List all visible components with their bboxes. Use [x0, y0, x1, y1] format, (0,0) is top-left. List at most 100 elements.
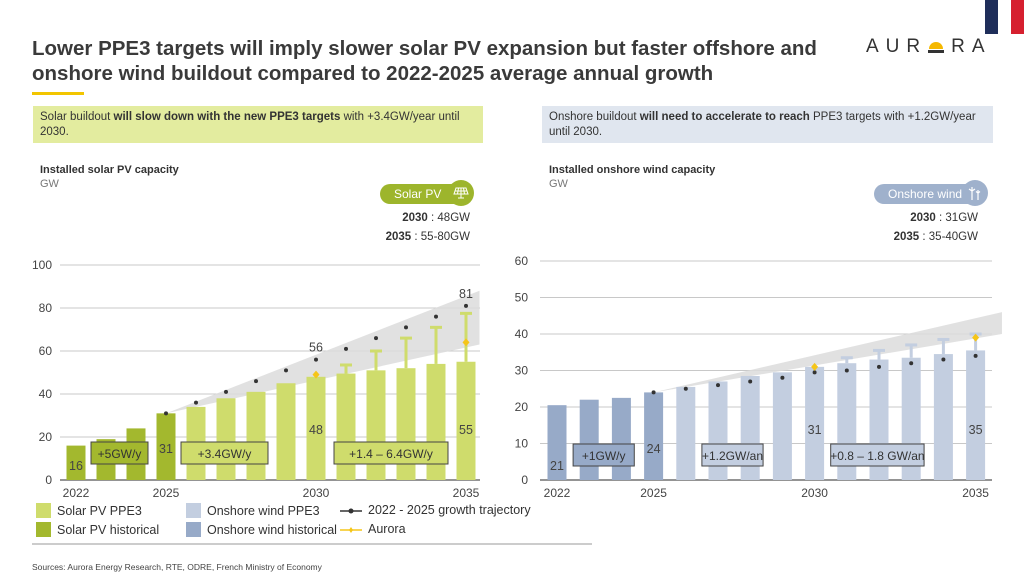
legend-swatch: [36, 522, 51, 537]
bar-ppe3-2026: [676, 386, 696, 480]
growth-box: [180, 441, 269, 465]
bar-historical-2025: [156, 413, 176, 480]
bar-ppe3-2028: [246, 391, 266, 480]
target-value: : 35-40GW: [919, 231, 978, 243]
growth-box-label: +0.8 – 1.8 GW/an: [830, 449, 924, 463]
growth-box: [830, 443, 925, 467]
trajectory-point-2034: [434, 314, 438, 319]
target-value: : 48GW: [427, 212, 470, 224]
x-tick-label: 2035: [962, 486, 989, 500]
target-year: 2030: [402, 212, 428, 224]
callout-text: PPE3 targets with +1.2GW/year until 2030…: [549, 111, 976, 138]
callout-bold-text: will slow down with the new PPE3 targets: [113, 111, 341, 123]
solar-target-2035: 2035 : 55-80GW: [330, 231, 470, 243]
x-tick-label: 2035: [453, 486, 480, 500]
legend: Solar PV PPE3 Solar PV historical Onshor…: [32, 501, 592, 545]
y-tick-label: 60: [515, 254, 529, 268]
bar-historical-2025: [644, 392, 664, 480]
legend-swatch: [186, 503, 201, 518]
target-value: : 31GW: [935, 212, 978, 224]
sources-footnote: Sources: Aurora Energy Research, RTE, OD…: [32, 562, 322, 572]
trajectory-point-2029: [284, 368, 288, 373]
y-tick-label: 20: [39, 430, 53, 444]
bar-ppe3-2029: [772, 372, 792, 480]
trajectory-point-2034: [941, 357, 946, 362]
solar-panel-icon: [448, 180, 474, 206]
trajectory-point-2029: [780, 375, 785, 380]
callout-text: with +3.4GW/year until 2030.: [40, 111, 460, 138]
callout-text: Onshore buildout: [549, 111, 640, 123]
legend-item-solar-ppe3: Solar PV PPE3: [36, 503, 142, 518]
aurora-point-2035: [462, 338, 470, 347]
growth-box: [572, 443, 635, 467]
bar-historical-2022: [547, 405, 567, 480]
y-tick-label: 50: [515, 291, 529, 305]
callout-text: Solar buildout: [40, 111, 114, 123]
trajectory-point-2028: [254, 379, 258, 384]
legend-label: Onshore wind PPE3: [207, 503, 320, 518]
bar-historical-2023: [579, 399, 599, 480]
wind-callout: Onshore buildout will need to accelerate…: [542, 106, 993, 143]
pill-label: Onshore wind: [888, 187, 963, 201]
trajectory-point-2030: [314, 357, 318, 362]
target-value: : 55-80GW: [411, 231, 470, 243]
bar-ppe3-2027: [216, 398, 236, 480]
wind-target-2035: 2035 : 35-40GW: [838, 231, 978, 243]
x-tick-label: 2022: [63, 486, 90, 500]
trajectory-point-2026: [194, 400, 198, 405]
y-tick-label: 60: [39, 344, 53, 358]
data-label: 31: [808, 423, 822, 437]
solar-chart-unit: GW: [40, 178, 59, 190]
trajectory-point-2033: [909, 361, 914, 366]
x-tick-label: 2030: [303, 486, 330, 500]
trajectory-point-2027: [716, 383, 720, 388]
bar-historical-2024: [611, 397, 631, 480]
y-tick-label: 40: [515, 327, 529, 341]
legend-label: Onshore wind historical: [207, 522, 337, 537]
france-flag-icon: [972, 0, 1024, 34]
aurora-logo: AUR RA: [866, 36, 992, 57]
trajectory-point-2031: [344, 346, 348, 351]
bar-ppe3-2034: [933, 354, 953, 480]
data-label: 16: [69, 459, 83, 473]
y-tick-label: 40: [39, 387, 53, 401]
x-tick-label: 2030: [801, 486, 828, 500]
trajectory-cone: [166, 290, 480, 414]
growth-box-label: +5GW/y: [98, 447, 142, 461]
x-tick-label: 2025: [153, 486, 180, 500]
data-label: 35: [969, 423, 983, 437]
legend-item-aurora: Aurora: [340, 522, 406, 536]
target-year: 2030: [910, 212, 936, 224]
y-tick-label: 80: [39, 301, 53, 315]
legend-item-trajectory: 2022 - 2025 growth trajectory: [340, 503, 531, 517]
legend-label: Aurora: [368, 522, 406, 536]
data-label: 31: [159, 442, 173, 456]
target-year: 2035: [893, 231, 920, 243]
bar-ppe3-2035: [966, 350, 986, 480]
trajectory-point-2032: [877, 364, 881, 369]
legend-item-wind-ppe3: Onshore wind PPE3: [186, 503, 320, 518]
y-tick-label: 10: [515, 437, 529, 451]
aurora-point-2030: [312, 370, 320, 379]
trajectory-point-2028: [748, 379, 753, 384]
wind-chart-title: Installed onshore wind capacity: [549, 164, 716, 176]
trajectory-point-2026: [683, 386, 688, 391]
x-tick-label: 2025: [640, 486, 667, 500]
title-underline: [32, 92, 84, 95]
trajectory-point-2035: [464, 303, 468, 308]
growth-box: [333, 441, 449, 465]
legend-label: Solar PV historical: [57, 522, 160, 537]
trajectory-point-2027: [224, 389, 228, 394]
solar-target-2030: 2030 : 48GW: [330, 212, 470, 224]
trajectory-point-2031: [844, 368, 849, 373]
trajectory-point-2025: [164, 411, 168, 416]
bar-ppe3-2030: [805, 366, 825, 480]
legend-label: 2022 - 2025 growth trajectory: [368, 503, 531, 517]
data-label: 55: [459, 423, 473, 437]
trajectory-point-2035: [973, 353, 978, 358]
growth-box: [701, 443, 764, 467]
callout-bold-text: will need to accelerate to reach: [639, 111, 810, 123]
aurora-line-icon: [340, 524, 362, 534]
